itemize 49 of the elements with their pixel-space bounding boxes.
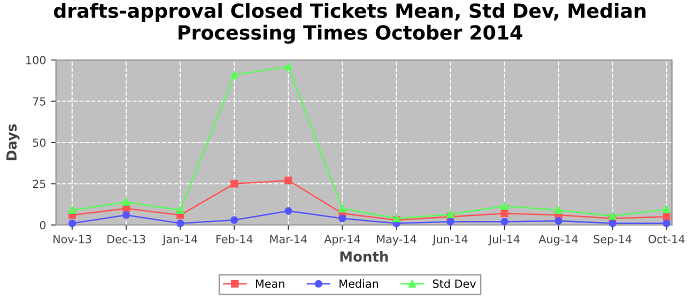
x-tick-label: Jul-14 bbox=[488, 234, 520, 246]
point bbox=[230, 216, 238, 224]
point bbox=[446, 218, 454, 226]
x-tick-label: Apr-14 bbox=[324, 235, 360, 246]
point bbox=[176, 206, 184, 214]
x-tick-label: Oct-14 bbox=[648, 234, 685, 244]
point bbox=[500, 210, 508, 218]
point bbox=[122, 211, 130, 219]
point bbox=[662, 220, 670, 228]
point bbox=[662, 212, 670, 221]
point bbox=[122, 198, 130, 206]
y-axis-title: Days bbox=[6, 124, 20, 160]
point bbox=[608, 212, 616, 220]
y-tick-label: 50 bbox=[32, 138, 46, 147]
x-axis-title: Month bbox=[340, 251, 388, 262]
x-tick-label: Aug-14 bbox=[538, 235, 578, 246]
x-tick-label: Feb-14 bbox=[216, 234, 253, 244]
x-tick-label: May-14 bbox=[377, 235, 416, 246]
point bbox=[500, 202, 508, 210]
x-tick-label: Sep-14 bbox=[594, 234, 632, 246]
x-tick-label: Dec-13 bbox=[108, 234, 146, 244]
point bbox=[284, 176, 292, 184]
y-tick-label: 100 bbox=[26, 56, 46, 64]
point bbox=[338, 214, 346, 222]
point bbox=[662, 206, 670, 214]
point bbox=[284, 207, 292, 215]
x-tick-label: Nov-13 bbox=[54, 234, 92, 244]
point bbox=[284, 62, 292, 70]
point bbox=[608, 220, 616, 228]
x-tick-label: Jan-14 bbox=[162, 235, 198, 246]
point bbox=[500, 218, 508, 226]
point bbox=[68, 220, 76, 228]
point bbox=[230, 71, 238, 79]
point bbox=[554, 217, 562, 225]
y-tick-label: 75 bbox=[33, 97, 46, 106]
point bbox=[554, 206, 562, 214]
point bbox=[338, 204, 346, 212]
point bbox=[230, 180, 238, 188]
legend-label: Median bbox=[340, 279, 378, 288]
x-tick-label: Jun-14 bbox=[432, 235, 468, 246]
y-tick-label: 0 bbox=[40, 220, 46, 230]
point bbox=[68, 206, 76, 214]
legend-label: Mean bbox=[256, 280, 284, 288]
chart-title: drafts-approval Closed Tickets Mean, Std Dev, Median Processing Times October 2014 bbox=[54, 3, 646, 44]
point bbox=[446, 210, 454, 218]
y-tick-label: 25 bbox=[32, 180, 46, 188]
legend-label: Std Dev bbox=[432, 279, 476, 288]
x-tick-label: Mar-14 bbox=[270, 235, 307, 244]
point bbox=[176, 220, 184, 228]
